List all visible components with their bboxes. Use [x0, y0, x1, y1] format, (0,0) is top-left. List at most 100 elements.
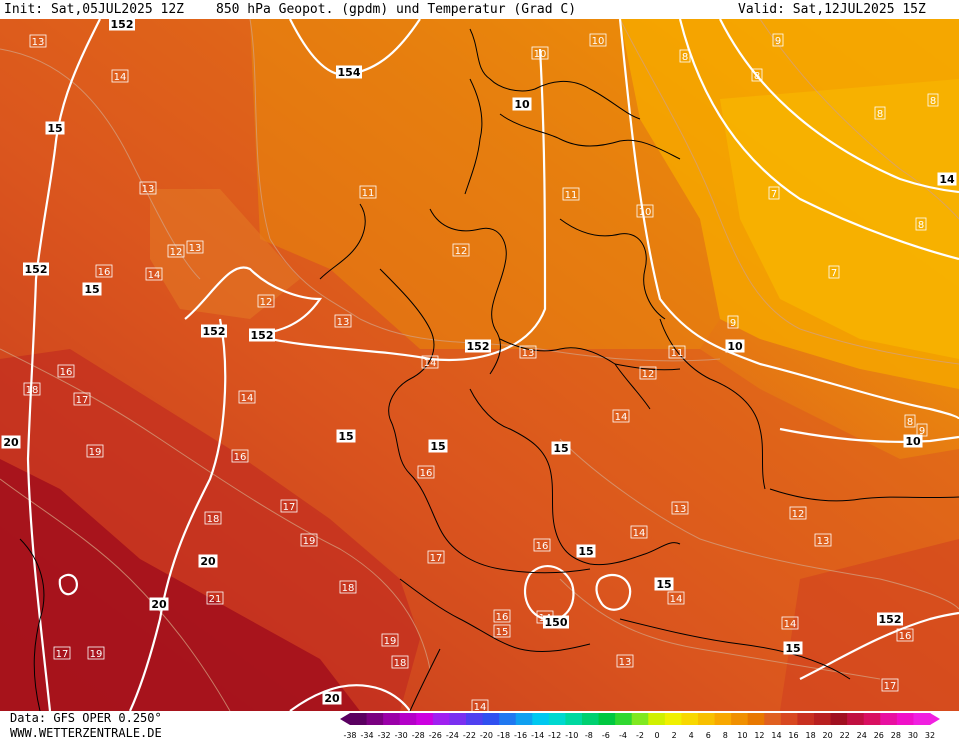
label-box [45, 121, 65, 135]
colorbar-tick-1: -34 [361, 731, 374, 740]
label-box [531, 46, 549, 60]
colorbar-swatch-30 [847, 713, 865, 725]
label-box [427, 550, 445, 564]
geopotential-label-22: 20 [149, 597, 169, 611]
colorbar-tick-11: -14 [531, 731, 544, 740]
temperature-label-45: 18 [391, 655, 409, 669]
colorbar-tick-31: 26 [874, 731, 884, 740]
temperature-label-3: 12 [167, 244, 185, 258]
label-text: 20 [3, 436, 19, 449]
label-text: 9 [919, 426, 925, 437]
label-box [493, 624, 511, 638]
label-box [428, 439, 448, 453]
label-text: 13 [189, 243, 202, 254]
colorbar-tick-14: -8 [585, 731, 593, 740]
label-text: 15 [338, 430, 353, 443]
label-text: 12 [170, 247, 183, 258]
temperature-isolines [0, 19, 959, 711]
temperature-label-52: 8 [679, 49, 691, 63]
label-text: 17 [283, 502, 296, 513]
geopotential-label-9: 10 [725, 339, 745, 353]
label-text: 152 [251, 329, 274, 342]
init-time: Init: Sat,05JUL2025 12Z [4, 2, 185, 17]
colorbar-right-arrow [930, 713, 940, 725]
temperature-label-42: 18 [23, 382, 41, 396]
geopotential-label-8: 10 [512, 97, 532, 111]
colorbar-tick-33: 30 [908, 731, 918, 740]
label-box [57, 364, 75, 378]
label-text: 18 [394, 658, 407, 669]
label-box [543, 615, 569, 629]
colorbar-tick-9: -18 [497, 731, 510, 740]
colorbar-swatch-32 [880, 713, 898, 725]
valid-time: Valid: Sat,12JUL2025 15Z [738, 2, 926, 17]
label-box [814, 533, 832, 547]
label-text: 18 [207, 514, 220, 525]
temperature-label-19: 13 [814, 533, 832, 547]
colorbar-swatch-33 [896, 713, 914, 725]
colorbar-swatch-7 [466, 713, 484, 725]
label-text: 21 [209, 594, 222, 605]
temperature-band-12 [250, 19, 720, 349]
label-box [339, 580, 357, 594]
colorbar-swatch-3 [399, 713, 417, 725]
geopotential-label-16: 15 [654, 577, 674, 591]
label-text: 12 [642, 369, 655, 380]
colorbar-swatch-24 [747, 713, 765, 725]
label-text: 10 [905, 435, 921, 448]
label-box [612, 409, 630, 423]
temperature-label-37: 16 [231, 449, 249, 463]
colorbar-swatch-9 [499, 713, 517, 725]
colorbar-swatch-12 [548, 713, 566, 725]
temperature-label-0: 13 [29, 34, 47, 48]
label-box [927, 93, 939, 107]
label-box [896, 628, 914, 642]
temperature-label-29: 16 [493, 609, 511, 623]
label-box [145, 267, 163, 281]
colorbar-swatch-2 [383, 713, 401, 725]
temperature-label-46: 17 [53, 646, 71, 660]
colorbar-tick-12: -12 [548, 731, 561, 740]
colorbar-tick-24: 12 [754, 731, 764, 740]
label-text: 16 [234, 452, 247, 463]
temperature-label-47: 19 [87, 646, 105, 660]
label-box [904, 414, 916, 428]
geopotential-label-0: 152 [109, 19, 135, 31]
temperature-label-28: 16 [533, 538, 551, 552]
colorbar-swatch-19 [664, 713, 682, 725]
colorbar-tick-34: 32 [925, 731, 935, 740]
colorbar-tick-5: -26 [429, 731, 442, 740]
label-text: 8 [877, 109, 883, 120]
label-box [533, 538, 551, 552]
label-box [336, 429, 356, 443]
colorbar-tick-28: 20 [823, 731, 833, 740]
label-text: 10 [534, 49, 547, 60]
label-box [768, 186, 780, 200]
label-text: 15 [496, 627, 509, 638]
temperature-label-1: 14 [111, 69, 129, 83]
geopotential-label-5: 152 [201, 324, 227, 338]
colorbar-swatch-4 [416, 713, 434, 725]
label-text: 20 [324, 692, 340, 705]
temperature-label-53: 8 [751, 68, 763, 82]
label-text: 13 [674, 504, 687, 515]
label-text: 8 [918, 220, 924, 231]
label-text: 11 [671, 348, 684, 359]
colorbar-tick-10: -16 [514, 731, 527, 740]
label-text: 13 [142, 184, 155, 195]
colorbar-swatch-8 [482, 713, 500, 725]
label-text: 17 [884, 681, 897, 692]
label-box [86, 444, 104, 458]
label-text: 14 [670, 594, 683, 605]
label-box [915, 217, 927, 231]
label-box [334, 314, 352, 328]
label-box [336, 65, 362, 79]
colorbar-swatch-18 [648, 713, 666, 725]
label-text: 12 [455, 246, 468, 257]
temperature-label-22: 14 [781, 616, 799, 630]
label-box [201, 324, 227, 338]
label-text: 17 [76, 395, 89, 406]
temperature-band-20 [0, 459, 360, 711]
geopotential-label-4: 15 [82, 282, 102, 296]
